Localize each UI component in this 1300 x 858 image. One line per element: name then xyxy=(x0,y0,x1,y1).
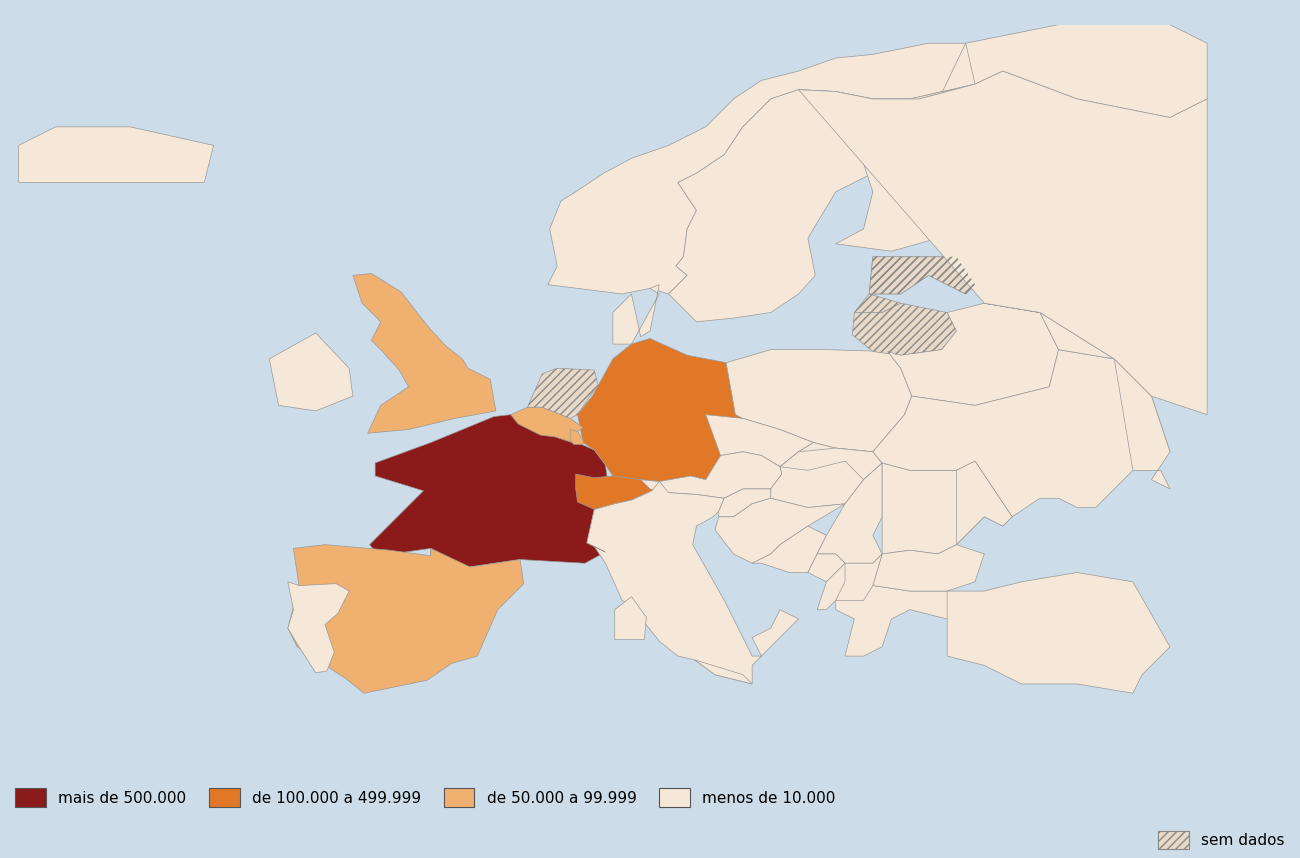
Polygon shape xyxy=(854,257,975,312)
Polygon shape xyxy=(641,452,781,498)
Polygon shape xyxy=(853,303,957,355)
Polygon shape xyxy=(547,43,1002,294)
Polygon shape xyxy=(836,582,957,656)
Polygon shape xyxy=(511,408,584,443)
Polygon shape xyxy=(715,498,845,563)
Polygon shape xyxy=(753,526,827,572)
Polygon shape xyxy=(287,545,524,693)
Polygon shape xyxy=(668,43,1002,322)
Polygon shape xyxy=(872,545,984,591)
Polygon shape xyxy=(586,481,798,684)
Polygon shape xyxy=(870,257,975,294)
Polygon shape xyxy=(706,414,814,467)
Polygon shape xyxy=(623,563,642,593)
Polygon shape xyxy=(818,563,854,610)
Polygon shape xyxy=(836,554,883,601)
Legend: sem dados: sem dados xyxy=(1150,823,1292,857)
Polygon shape xyxy=(369,414,607,567)
Polygon shape xyxy=(18,127,213,183)
Polygon shape xyxy=(836,71,1026,251)
Polygon shape xyxy=(966,15,1208,118)
Polygon shape xyxy=(798,71,1208,414)
Polygon shape xyxy=(957,461,1013,545)
Polygon shape xyxy=(528,368,598,419)
Polygon shape xyxy=(615,596,646,639)
Polygon shape xyxy=(577,339,742,481)
Polygon shape xyxy=(888,303,1058,405)
Polygon shape xyxy=(780,448,883,480)
Polygon shape xyxy=(576,474,659,510)
Polygon shape xyxy=(984,303,1170,489)
Polygon shape xyxy=(269,333,352,411)
Polygon shape xyxy=(818,463,883,563)
Polygon shape xyxy=(352,274,495,433)
Polygon shape xyxy=(807,554,845,582)
Polygon shape xyxy=(872,350,1170,517)
Polygon shape xyxy=(287,582,350,673)
Polygon shape xyxy=(694,660,753,684)
Polygon shape xyxy=(719,489,771,517)
Polygon shape xyxy=(571,430,584,444)
Polygon shape xyxy=(883,461,1013,554)
Polygon shape xyxy=(948,572,1170,693)
Polygon shape xyxy=(727,350,911,452)
Polygon shape xyxy=(771,443,883,508)
Polygon shape xyxy=(612,285,659,344)
